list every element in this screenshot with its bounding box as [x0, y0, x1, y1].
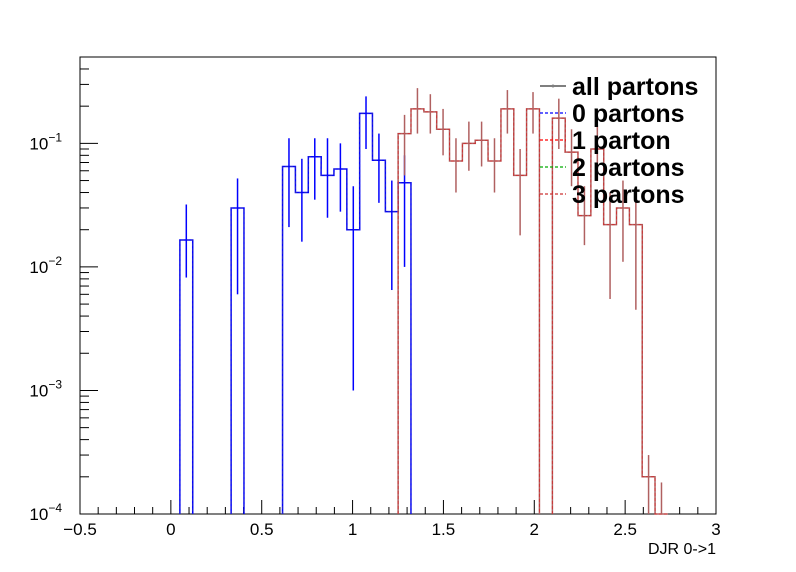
legend-label: 1 parton	[572, 127, 671, 155]
y-tick-label: 10−4	[29, 501, 62, 524]
legend-entry: all partons	[540, 73, 698, 101]
legend-marker	[551, 84, 555, 88]
x-tick-label: 2	[530, 520, 539, 539]
x-axis-title: DJR 0->1	[648, 541, 716, 558]
legend-label: 2 partons	[572, 154, 685, 182]
legend-entry: 0 partons	[540, 100, 685, 128]
series-all-partons	[397, 88, 668, 515]
x-tick-label: −0.5	[63, 520, 97, 539]
y-tick-label: 10−2	[29, 254, 62, 277]
legend-label: 3 partons	[572, 181, 685, 209]
x-tick-label: 0	[166, 520, 175, 539]
axes-group: −0.5 0 0.5 1 1.5 2 2.5 3 10−4 10−3 10−2 10−1	[29, 56, 721, 539]
x-tick-label: 2.5	[613, 520, 637, 539]
y-tick-label: 10−1	[29, 130, 62, 153]
x-tick-label: 1.5	[432, 520, 456, 539]
legend-entry: 2 partons	[540, 154, 685, 182]
x-tick-label: 0.5	[250, 520, 274, 539]
y-tick-label: 10−3	[29, 377, 62, 400]
legend-entry: 3 partons	[540, 181, 685, 209]
legend-entry: 1 parton	[540, 127, 671, 155]
x-tick-label: 3	[711, 520, 720, 539]
x-tick-label: 1	[348, 520, 357, 539]
legend-label: 0 partons	[572, 100, 685, 128]
series-group	[179, 88, 668, 515]
series-0-partons	[179, 96, 412, 514]
legend-label: all partons	[572, 73, 698, 101]
